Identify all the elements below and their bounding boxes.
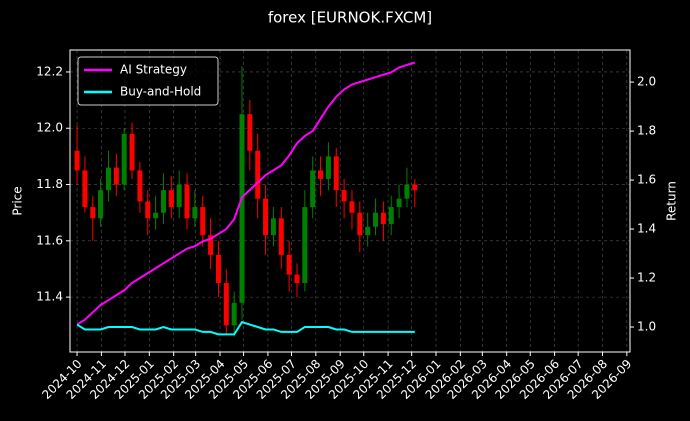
candle-body xyxy=(168,190,174,208)
candle-body xyxy=(160,190,166,213)
return-line xyxy=(76,61,416,326)
candle-body xyxy=(412,184,418,191)
candle-body xyxy=(200,207,206,236)
candle-body xyxy=(263,198,269,236)
legend-label: AI Strategy xyxy=(120,63,187,77)
candle-body xyxy=(302,207,308,284)
candle-body xyxy=(192,207,198,219)
candle-body xyxy=(341,190,347,202)
candle-body xyxy=(255,150,261,199)
candle-body xyxy=(153,212,159,219)
chart-title: forex [EURNOK.FXCM] xyxy=(268,9,432,27)
candle-body xyxy=(121,133,127,185)
candle-body xyxy=(247,114,253,151)
y-axis-label: Price xyxy=(11,186,25,215)
legend-label: Buy-and-Hold xyxy=(120,85,201,99)
candle-body xyxy=(176,184,182,208)
y-tick-label: 12.0 xyxy=(36,121,63,135)
plot-frame xyxy=(69,49,631,353)
candle-body xyxy=(82,170,88,208)
candle-body xyxy=(223,283,229,326)
y-tick-label: 11.6 xyxy=(36,233,63,247)
candle-body xyxy=(286,254,292,275)
candle-body xyxy=(365,226,371,236)
candle-body xyxy=(310,170,316,208)
y2-tick-label: 2.0 xyxy=(637,75,656,89)
candle-body xyxy=(333,156,339,191)
y2-tick-label: 1.4 xyxy=(637,222,656,236)
y2-tick-label: 1.2 xyxy=(637,271,656,285)
candle-body xyxy=(98,190,104,219)
candle-body xyxy=(113,167,119,185)
candle-body xyxy=(90,207,96,219)
y-tick-label: 11.8 xyxy=(36,177,63,191)
candle-body xyxy=(380,212,386,224)
candle-body xyxy=(74,150,80,171)
return-line xyxy=(76,320,415,336)
y-tick-label: 12.2 xyxy=(36,64,63,78)
candle-body xyxy=(270,218,276,236)
candle-body xyxy=(129,133,135,171)
candle-body xyxy=(137,170,143,202)
candle-body xyxy=(373,212,379,227)
candle-body xyxy=(349,201,355,213)
candle-body xyxy=(231,302,237,326)
candle-body xyxy=(215,254,221,284)
y2-axis-label: Return xyxy=(665,181,679,221)
y2-tick-label: 1.0 xyxy=(637,320,656,334)
y2-tick-label: 1.6 xyxy=(637,173,656,187)
candle-body xyxy=(184,184,190,219)
candle-body xyxy=(145,201,151,219)
candle-body xyxy=(208,235,214,255)
y2-tick-label: 1.8 xyxy=(637,124,656,138)
legend-box xyxy=(77,56,219,106)
candle-body xyxy=(278,218,284,255)
y-tick-label: 11.4 xyxy=(36,290,63,304)
candle-body xyxy=(105,167,111,191)
candle-body xyxy=(357,212,363,236)
candle-body xyxy=(404,184,410,199)
candle-body xyxy=(396,198,402,208)
candle-body xyxy=(388,207,394,224)
candle-body xyxy=(325,156,331,179)
candle-body xyxy=(239,114,245,303)
candle-body xyxy=(294,274,300,284)
candle-body xyxy=(318,170,324,179)
